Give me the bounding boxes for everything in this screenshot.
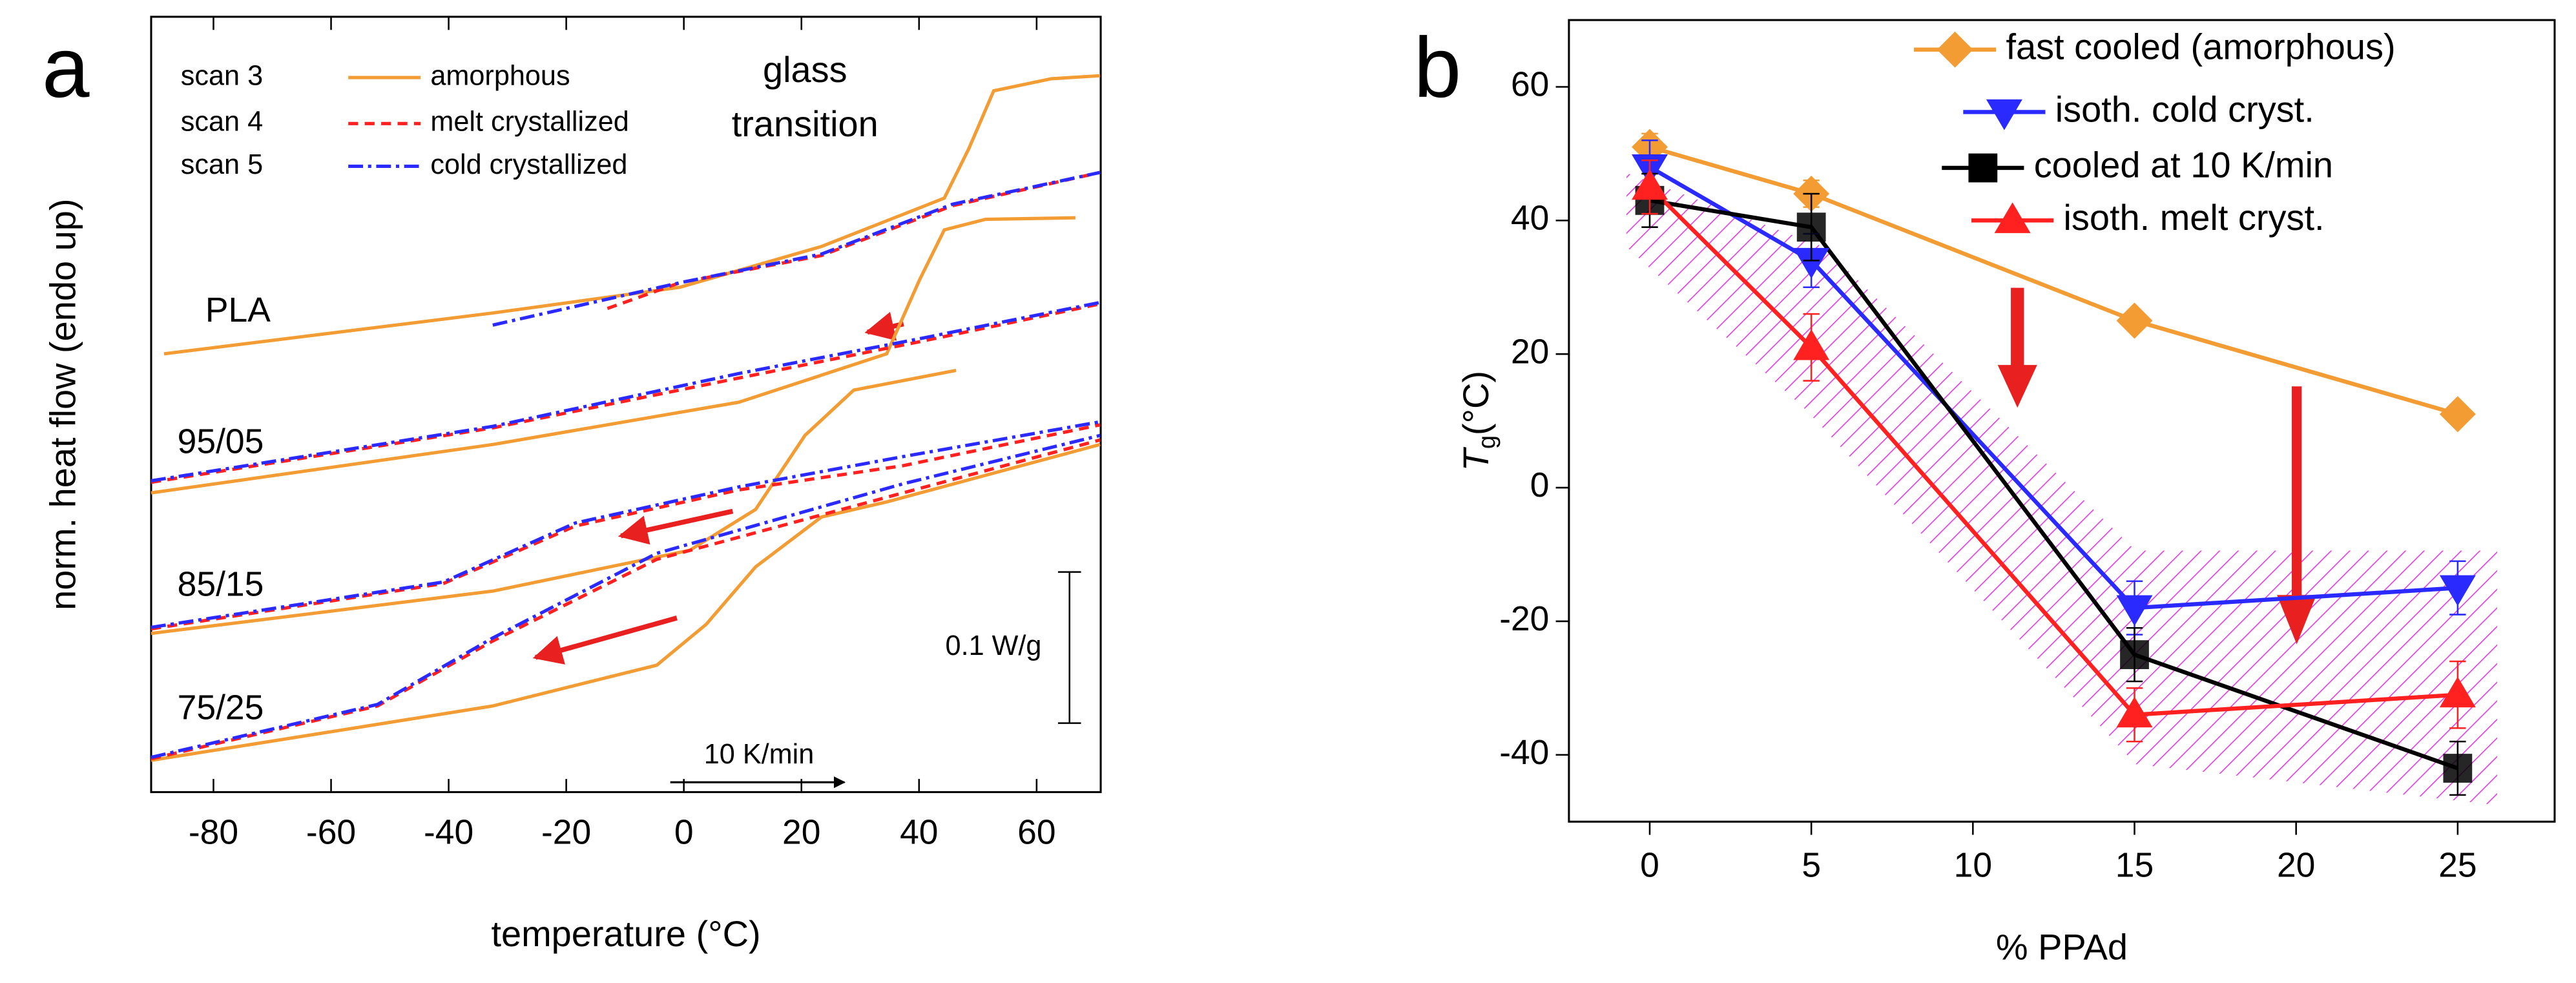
x-tick-label: 0 [674, 814, 694, 852]
y-tick-label: 40 [1511, 199, 1549, 237]
series-line [1648, 185, 2458, 717]
scale-bar-label: 0.1 W/g [946, 630, 1042, 661]
legend-label: melt crystallized [430, 107, 628, 138]
series-line [1649, 198, 2458, 771]
y-axis-label: norm. heat flow (endo up) [43, 198, 83, 610]
y-tick-label: 20 [1511, 333, 1549, 371]
marker [2443, 754, 2473, 783]
x-axis-label: temperature (°C) [491, 913, 760, 954]
legend-marker [1968, 153, 1998, 183]
curve [151, 442, 1101, 762]
y-axis-label-unit: (°C) [1455, 371, 1496, 435]
x-tick-label: 25 [2438, 847, 2477, 885]
arrow [532, 616, 678, 665]
marker [1793, 247, 1830, 279]
legend-label: isoth. melt cryst. [2063, 197, 2324, 238]
legend-label: cooled at 10 K/min [2034, 145, 2333, 185]
y-axis-label: Tg(°C) [1455, 371, 1501, 471]
legend-label: fast cooled (amorphous) [2006, 26, 2395, 67]
arrow [864, 311, 904, 341]
panel-label: b [1414, 20, 1462, 116]
x-tick-label: 40 [900, 814, 938, 852]
panel-label: a [42, 20, 90, 116]
arrow [618, 508, 734, 545]
marker [2116, 302, 2153, 339]
marker [2120, 640, 2149, 670]
x-tick-label: -60 [306, 814, 356, 852]
x-tick-label: 20 [2277, 847, 2315, 885]
marker [1796, 212, 1826, 242]
marker [1632, 169, 1668, 200]
x-tick-label: 5 [1802, 847, 1821, 885]
x-tick-label: -80 [189, 814, 238, 852]
marker [2439, 676, 2476, 708]
plot-frame [150, 16, 1102, 793]
x-tick-label: 10 [1954, 847, 1992, 885]
annotation: glass [763, 49, 847, 90]
y-axis-label-symbol: T [1455, 446, 1496, 471]
curve [492, 171, 1101, 327]
legend-marker [1937, 31, 1973, 68]
curve [151, 438, 1101, 761]
big-arrow [1997, 287, 2317, 645]
marker [1793, 329, 1830, 360]
legend-label: isoth. cold cryst. [2055, 88, 2314, 129]
curve [151, 420, 1101, 629]
x-axis-label: % PPAd [1996, 926, 2128, 967]
legend-label: cold crystallized [430, 149, 627, 180]
legend-label: amorphous [430, 60, 570, 91]
curve [151, 433, 1101, 760]
rate-label: 10 K/min [704, 739, 815, 770]
marker [2116, 595, 2153, 626]
x-tick-label: 20 [782, 814, 820, 852]
curve [151, 216, 1075, 495]
legend-scan: scan 4 [181, 107, 263, 138]
curve [151, 300, 1101, 482]
sample-label: 95/05 [178, 422, 264, 460]
x-tick-label: 15 [2115, 847, 2154, 885]
x-tick-label: 60 [1017, 814, 1055, 852]
y-tick-label: 60 [1511, 66, 1549, 104]
y-tick-label: 0 [1530, 466, 1550, 504]
marker [2439, 575, 2476, 606]
sample-label: 75/25 [178, 688, 264, 727]
curve [163, 74, 1101, 356]
hatched-region [1626, 172, 2497, 805]
sample-label: PLA [205, 291, 271, 329]
series-line [1649, 145, 2458, 417]
marker [2116, 696, 2153, 728]
legend-marker [1994, 202, 2031, 233]
x-tick-label: -20 [541, 814, 591, 852]
legend-scan: scan 5 [181, 149, 263, 180]
curve [151, 369, 957, 636]
y-tick-label: -20 [1499, 600, 1549, 638]
legend-scan: scan 3 [181, 60, 263, 91]
plot-frame [1568, 19, 2556, 823]
sample-label: 85/15 [178, 566, 264, 604]
y-axis-label-sub: g [1473, 435, 1501, 449]
annotation: transition [732, 103, 878, 144]
x-tick-label: -40 [424, 814, 473, 852]
curve [151, 423, 1101, 631]
x-tick-label: 0 [1640, 847, 1659, 885]
marker [2439, 396, 2476, 433]
y-tick-label: -40 [1499, 734, 1549, 772]
legend-marker [1986, 99, 2022, 130]
